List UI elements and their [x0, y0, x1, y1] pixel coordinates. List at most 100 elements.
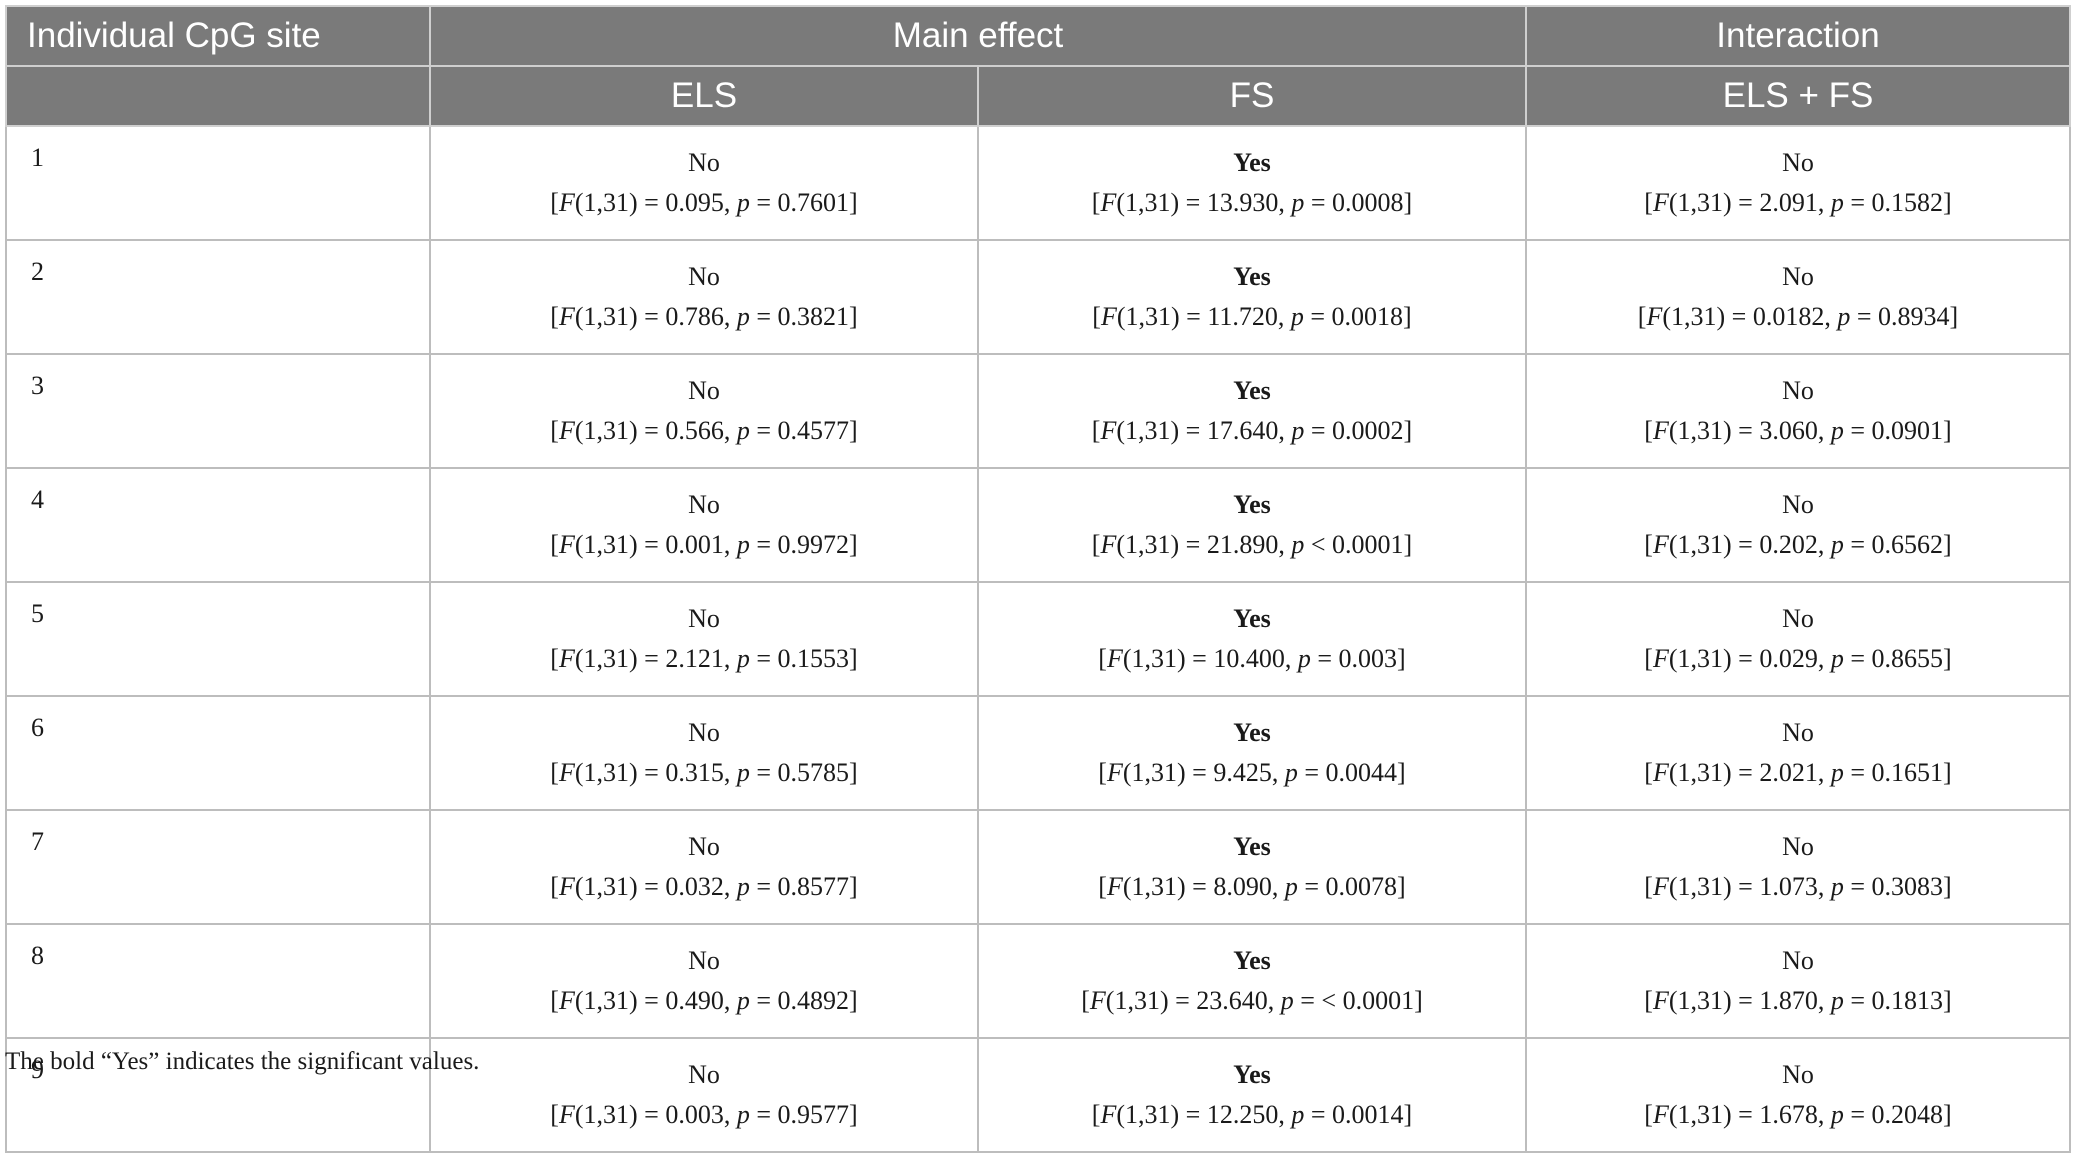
- f-value: 0.490: [665, 986, 724, 1015]
- table-row: 1 No [F(1,31) = 0.095, p = 0.7601] Yes [F(1,…: [5, 125, 2071, 241]
- f-value: 0.566: [665, 416, 724, 445]
- header-row-1: Individual CpG site Main effect Interact…: [5, 5, 2071, 67]
- f-statistic: [F(1,31) = 9.425, p = 0.0044]: [1098, 758, 1406, 787]
- f-statistic: [F(1,31) = 1.678, p = 0.2048]: [1644, 1100, 1952, 1129]
- f-value: 13.930: [1206, 188, 1279, 217]
- cell-int: No [F(1,31) = 1.870, p = 0.1813]: [1525, 923, 2071, 1039]
- cpg-site-number: 2: [5, 239, 431, 355]
- cell-fs: Yes [F(1,31) = 17.640, p = 0.0002]: [977, 353, 1527, 469]
- f-statistic: [F(1,31) = 0.786, p = 0.3821]: [550, 302, 858, 331]
- header-main-effect: Main effect: [429, 5, 1527, 67]
- p-value: 0.8655: [1871, 644, 1944, 673]
- p-operator: =: [756, 758, 772, 787]
- cell-els: No [F(1,31) = 0.566, p = 0.4577]: [429, 353, 979, 469]
- cell-int: No [F(1,31) = 1.678, p = 0.2048]: [1525, 1037, 2071, 1153]
- cpg-site-number: 4: [5, 467, 431, 583]
- significance-verdict: Yes: [1233, 490, 1271, 519]
- cell-fs: Yes [F(1,31) = 12.250, p = 0.0014]: [977, 1037, 1527, 1153]
- p-operator: =: [1850, 872, 1866, 901]
- f-statistic: [F(1,31) = 11.720, p = 0.0018]: [1092, 302, 1412, 331]
- p-value: 0.1813: [1871, 986, 1944, 1015]
- cpg-site-number: 8: [5, 923, 431, 1039]
- f-statistic: [F(1,31) = 0.0182, p = 0.8934]: [1637, 302, 1959, 331]
- cell-els: No [F(1,31) = 0.490, p = 0.4892]: [429, 923, 979, 1039]
- significance-verdict: No: [1782, 376, 1814, 405]
- f-value: 1.073: [1759, 872, 1818, 901]
- p-value: 0.1582: [1871, 188, 1944, 217]
- table-header: Individual CpG site Main effect Interact…: [5, 5, 2071, 127]
- anova-results-table: Individual CpG site Main effect Interact…: [5, 5, 2071, 1153]
- significance-verdict: Yes: [1233, 946, 1271, 975]
- significance-verdict: No: [1782, 604, 1814, 633]
- header-interaction: Interaction: [1525, 5, 2071, 67]
- p-operator: =: [756, 986, 772, 1015]
- f-statistic: [F(1,31) = 0.315, p = 0.5785]: [550, 758, 858, 787]
- p-operator: = <: [1300, 986, 1337, 1015]
- p-value: 0.0014: [1332, 1100, 1404, 1129]
- p-operator: =: [756, 872, 772, 901]
- significance-verdict: No: [1782, 832, 1814, 861]
- p-value: 0.4577: [777, 416, 850, 445]
- p-value: 0.1553: [777, 644, 850, 673]
- f-statistic: [F(1,31) = 0.566, p = 0.4577]: [550, 416, 858, 445]
- f-value: 0.003: [665, 1100, 724, 1129]
- p-operator: =: [1850, 530, 1866, 559]
- f-value: 3.060: [1759, 416, 1818, 445]
- significance-verdict: No: [688, 490, 720, 519]
- significance-verdict: Yes: [1233, 1060, 1271, 1089]
- significance-verdict: No: [688, 262, 720, 291]
- p-value: 0.003: [1338, 644, 1398, 673]
- cell-int: No [F(1,31) = 0.0182, p = 0.8934]: [1525, 239, 2071, 355]
- p-operator: =: [1317, 644, 1333, 673]
- significance-verdict: Yes: [1233, 262, 1271, 291]
- p-value: 0.0001: [1342, 986, 1415, 1015]
- cell-int: No [F(1,31) = 0.029, p = 0.8655]: [1525, 581, 2071, 697]
- f-value: 21.890: [1206, 530, 1279, 559]
- p-value: 0.6562: [1871, 530, 1944, 559]
- p-value: 0.0901: [1871, 416, 1944, 445]
- p-operator: =: [756, 1100, 772, 1129]
- significance-verdict: No: [688, 832, 720, 861]
- f-value: 0.315: [665, 758, 724, 787]
- p-operator: =: [756, 644, 772, 673]
- f-value: 2.091: [1759, 188, 1818, 217]
- f-statistic: [F(1,31) = 1.073, p = 0.3083]: [1644, 872, 1952, 901]
- cell-fs: Yes [F(1,31) = 23.640, p = < 0.0001]: [977, 923, 1527, 1039]
- p-operator: =: [1850, 188, 1866, 217]
- f-statistic: [F(1,31) = 2.021, p = 0.1651]: [1644, 758, 1952, 787]
- f-statistic: [F(1,31) = 0.202, p = 0.6562]: [1644, 530, 1952, 559]
- p-value: 0.8934: [1878, 302, 1950, 331]
- cell-fs: Yes [F(1,31) = 10.400, p = 0.003]: [977, 581, 1527, 697]
- significance-verdict: Yes: [1233, 718, 1271, 747]
- f-value: 0.029: [1759, 644, 1818, 673]
- p-operator: =: [1310, 416, 1326, 445]
- p-operator: =: [1850, 986, 1866, 1015]
- significance-verdict: No: [688, 718, 720, 747]
- f-statistic: [F(1,31) = 0.001, p = 0.9972]: [550, 530, 858, 559]
- p-value: 0.0008: [1332, 188, 1404, 217]
- cpg-site-number: 1: [5, 125, 431, 241]
- f-statistic: [F(1,31) = 0.490, p = 0.4892]: [550, 986, 858, 1015]
- f-value: 10.400: [1213, 644, 1285, 673]
- p-operator: =: [1850, 644, 1866, 673]
- f-statistic: [F(1,31) = 10.400, p = 0.003]: [1098, 644, 1406, 673]
- cell-els: No [F(1,31) = 2.121, p = 0.1553]: [429, 581, 979, 697]
- p-value: 0.7601: [777, 188, 850, 217]
- cell-int: No [F(1,31) = 2.091, p = 0.1582]: [1525, 125, 2071, 241]
- header-els-fs: ELS + FS: [1525, 65, 2071, 127]
- header-fs: FS: [977, 65, 1527, 127]
- results-table-container: Individual CpG site Main effect Interact…: [5, 5, 2071, 1153]
- f-statistic: [F(1,31) = 0.029, p = 0.8655]: [1644, 644, 1952, 673]
- f-value: 12.250: [1206, 1100, 1279, 1129]
- f-statistic: [F(1,31) = 2.121, p = 0.1553]: [550, 644, 858, 673]
- table-row: 2 No [F(1,31) = 0.786, p = 0.3821] Yes [F(1,…: [5, 239, 2071, 355]
- header-els: ELS: [429, 65, 979, 127]
- p-value: 0.9577: [777, 1100, 850, 1129]
- header-site-label: Individual CpG site: [5, 5, 431, 67]
- table-row: 7 No [F(1,31) = 0.032, p = 0.8577] Yes [F(1,…: [5, 809, 2071, 925]
- p-operator: <: [1310, 530, 1326, 559]
- f-value: 11.720: [1207, 302, 1278, 331]
- cell-fs: Yes [F(1,31) = 8.090, p = 0.0078]: [977, 809, 1527, 925]
- p-operator: =: [756, 530, 772, 559]
- f-value: 1.870: [1759, 986, 1818, 1015]
